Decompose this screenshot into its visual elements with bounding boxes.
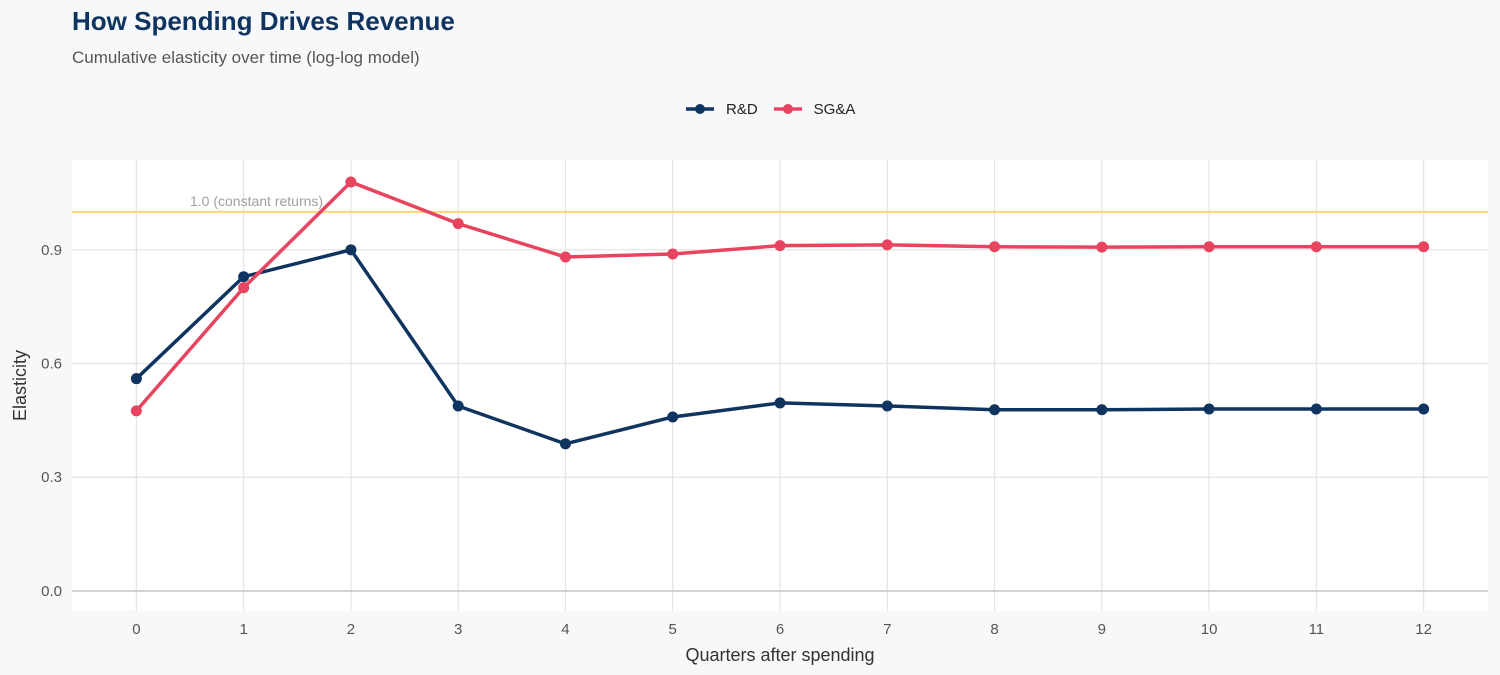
legend-item-rd: R&D	[684, 99, 758, 119]
x-tick-label: 10	[1201, 621, 1218, 638]
y-tick-label: 0.9	[41, 242, 62, 259]
data-point-rd	[1096, 404, 1108, 416]
legend-label-rd: R&D	[726, 100, 758, 118]
chart-title: How Spending Drives Revenue	[72, 6, 455, 36]
data-point-sga	[559, 251, 571, 263]
data-point-sga	[989, 241, 1001, 253]
x-tick-label: 1	[239, 621, 247, 638]
x-tick-label: 5	[669, 621, 677, 638]
chart-subtitle: Cumulative elasticity over time (log-log…	[72, 48, 420, 67]
y-tick-label: 0.0	[41, 583, 62, 600]
x-tick-label: 6	[776, 621, 784, 638]
data-point-rd	[989, 404, 1001, 416]
x-tick-label: 4	[561, 621, 569, 638]
data-point-rd	[1203, 403, 1215, 415]
data-point-rd	[667, 411, 679, 423]
x-tick-label: 9	[1098, 621, 1106, 638]
legend: R&D SG&A	[684, 99, 869, 119]
data-point-sga	[452, 218, 464, 230]
x-tick-label: 12	[1415, 621, 1432, 638]
data-point-rd	[452, 400, 464, 412]
data-point-sga	[1203, 241, 1215, 253]
legend-key-rd	[686, 104, 714, 114]
data-point-rd	[774, 397, 786, 409]
x-tick-label: 3	[454, 621, 462, 638]
data-point-sga	[1310, 241, 1322, 253]
data-point-sga	[1096, 241, 1108, 253]
data-point-rd	[881, 400, 893, 412]
data-point-sga	[1418, 241, 1430, 253]
data-point-sga	[881, 239, 893, 251]
data-point-rd	[1418, 403, 1430, 415]
data-point-rd	[238, 271, 250, 283]
data-point-rd	[345, 244, 357, 256]
data-point-rd	[1310, 403, 1322, 415]
x-tick-label: 11	[1309, 621, 1325, 638]
x-axis-label: Quarters after spending	[685, 645, 874, 665]
legend-key-sga	[773, 104, 802, 114]
data-point-sga	[774, 240, 786, 252]
x-tick-label: 0	[132, 621, 140, 638]
legend-item-sga: SG&A	[772, 99, 856, 119]
reference-line-label: 1.0 (constant returns)	[190, 193, 323, 209]
x-tick-label: 7	[883, 621, 891, 638]
y-tick-label: 0.6	[41, 356, 62, 373]
y-axis-label: Elasticity	[10, 350, 30, 421]
data-point-sga	[667, 248, 679, 260]
y-tick-label: 0.3	[41, 469, 62, 486]
data-point-sga	[130, 405, 142, 417]
data-point-rd	[130, 373, 142, 385]
data-point-sga	[238, 282, 250, 294]
x-tick-label: 2	[347, 621, 355, 638]
legend-label-sga: SG&A	[813, 100, 856, 118]
data-point-rd	[559, 438, 571, 450]
x-tick-label: 8	[990, 621, 998, 638]
data-point-sga	[345, 176, 357, 188]
